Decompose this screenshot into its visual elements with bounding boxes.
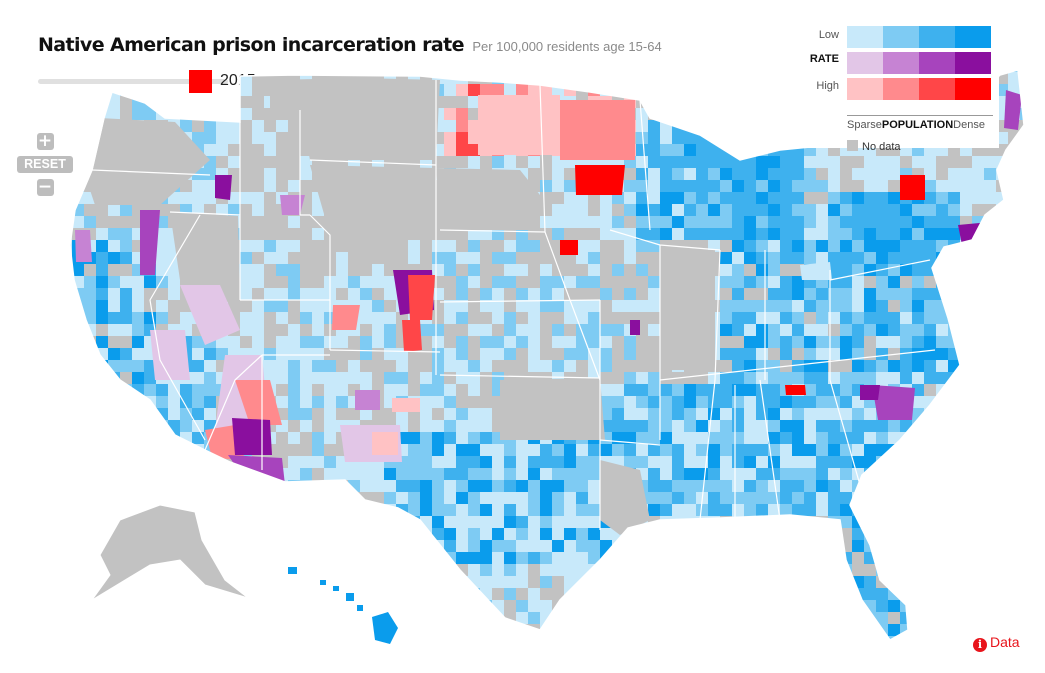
legend-no-data: No data: [847, 140, 901, 153]
data-link[interactable]: i Data: [973, 634, 1020, 652]
legend: Low RATE High SparsePOPULATIONDense No d…: [803, 18, 999, 153]
zoom-controls: + RESET −: [17, 133, 73, 196]
data-link-label: Data: [990, 634, 1020, 650]
legend-swatch: [883, 26, 919, 48]
zoom-out-button[interactable]: −: [36, 177, 54, 197]
legend-rate-high: High: [816, 80, 839, 92]
legend-pop-dense: Dense: [953, 119, 985, 131]
legend-swatch: [847, 78, 883, 100]
legend-swatch: [919, 78, 955, 100]
legend-rate-low: Low: [818, 29, 839, 41]
legend-rule: [847, 115, 993, 116]
legend-swatch: [955, 26, 991, 48]
legend-pop-label: POPULATION: [881, 119, 954, 131]
legend-no-data-label: No data: [862, 141, 901, 153]
legend-swatch: [919, 26, 955, 48]
no-data-swatch: [847, 140, 858, 151]
map-title-row: Native American prison incarceration rat…: [38, 34, 662, 56]
legend-rate-label: RATE: [809, 53, 839, 65]
alaska: [91, 504, 249, 601]
legend-swatch: [919, 52, 955, 74]
map-subtitle: Per 100,000 residents age 15-64: [472, 39, 662, 54]
reset-button[interactable]: RESET: [17, 156, 73, 173]
legend-swatch: [883, 52, 919, 74]
map-title: Native American prison incarceration rat…: [38, 34, 464, 56]
legend-swatch: [847, 52, 883, 74]
legend-swatch: [955, 52, 991, 74]
zoom-in-button[interactable]: +: [36, 131, 54, 151]
timeline-track[interactable]: [38, 79, 228, 84]
hawaii: [288, 567, 398, 644]
timeline-handle[interactable]: [189, 70, 212, 93]
legend-swatch: [883, 78, 919, 100]
legend-swatch: [955, 78, 991, 100]
legend-population-axis: SparsePOPULATIONDense: [847, 119, 993, 131]
info-icon: i: [973, 638, 987, 652]
legend-swatch: [847, 26, 883, 48]
legend-pop-sparse: Sparse: [847, 119, 882, 131]
